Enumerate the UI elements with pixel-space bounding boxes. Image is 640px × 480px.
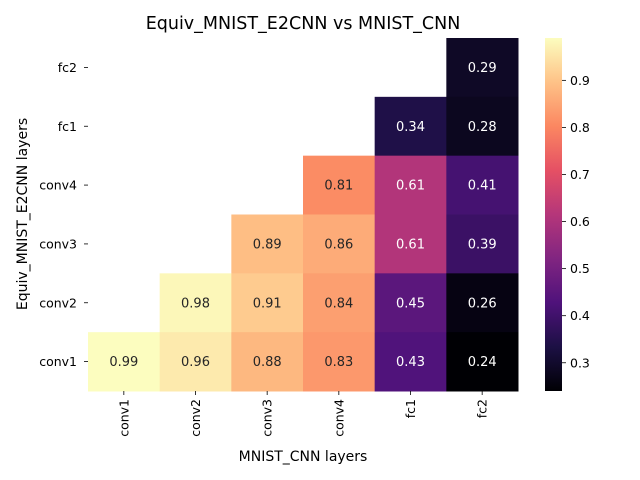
colorbar-tick-label: 0.5 — [570, 261, 590, 276]
cell-value-label: 0.98 — [181, 296, 210, 311]
cell-value-label: 0.26 — [468, 296, 497, 311]
cell-value-label: 0.84 — [324, 296, 353, 311]
x-axis-ticks: conv1 conv2 conv3 conv4 fc1 fc2 — [116, 391, 489, 437]
cell-value-label: 0.45 — [396, 296, 425, 311]
y-axis-ticks: fc2 fc1 conv4 conv3 conv2 conv1 — [39, 60, 88, 369]
x-axis-label: MNIST_CNN layers — [239, 449, 368, 465]
colorbar — [545, 38, 562, 391]
cell-value-label: 0.41 — [468, 179, 497, 194]
x-tick-label: conv4 — [331, 399, 346, 437]
colorbar-ticks: 0.3 0.4 0.5 0.6 0.7 0.8 0.9 — [562, 73, 590, 370]
x-tick-label: conv3 — [260, 399, 275, 437]
cell-value-label: 0.96 — [181, 355, 210, 370]
cell-value-label: 0.61 — [396, 237, 425, 252]
cell-value-label: 0.88 — [253, 355, 282, 370]
colorbar-tick-label: 0.7 — [570, 167, 590, 182]
colorbar-tick-label: 0.4 — [570, 308, 590, 323]
y-tick-label: conv2 — [39, 295, 77, 310]
chart-title: Equiv_MNIST_E2CNN vs MNIST_CNN — [146, 14, 461, 34]
y-tick-label: conv3 — [39, 236, 77, 251]
cell-value-label: 0.39 — [468, 237, 497, 252]
x-tick-label: conv1 — [116, 399, 131, 437]
colorbar-tick-label: 0.9 — [570, 73, 590, 88]
x-tick-label: fc1 — [403, 399, 418, 418]
x-tick-label: conv2 — [188, 399, 203, 437]
cell-value-label: 0.91 — [253, 296, 282, 311]
colorbar-tick-label: 0.3 — [570, 355, 590, 370]
cell-value-label: 0.34 — [396, 120, 425, 135]
heatmap-cells — [88, 38, 519, 392]
cell-value-label: 0.99 — [109, 355, 138, 370]
y-tick-label: fc1 — [58, 119, 77, 134]
cell-value-label: 0.83 — [324, 355, 353, 370]
cell-value-label: 0.24 — [468, 355, 497, 370]
y-axis-label: Equiv_MNIST_E2CNN layers — [15, 118, 31, 310]
y-tick-label: fc2 — [58, 60, 77, 75]
cell-value-label: 0.61 — [396, 179, 425, 194]
cell-value-label: 0.28 — [468, 120, 497, 135]
cell-value-label: 0.89 — [253, 237, 282, 252]
y-tick-label: conv4 — [39, 178, 77, 193]
y-tick-label: conv1 — [39, 354, 77, 369]
x-tick-label: fc2 — [475, 399, 490, 418]
cell-value-label: 0.81 — [324, 179, 353, 194]
colorbar-tick-label: 0.8 — [570, 120, 590, 135]
cell-value-label: 0.29 — [468, 61, 497, 76]
cell-value-label: 0.86 — [324, 237, 353, 252]
cell-value-label: 0.43 — [396, 355, 425, 370]
colorbar-tick-label: 0.6 — [570, 214, 590, 229]
